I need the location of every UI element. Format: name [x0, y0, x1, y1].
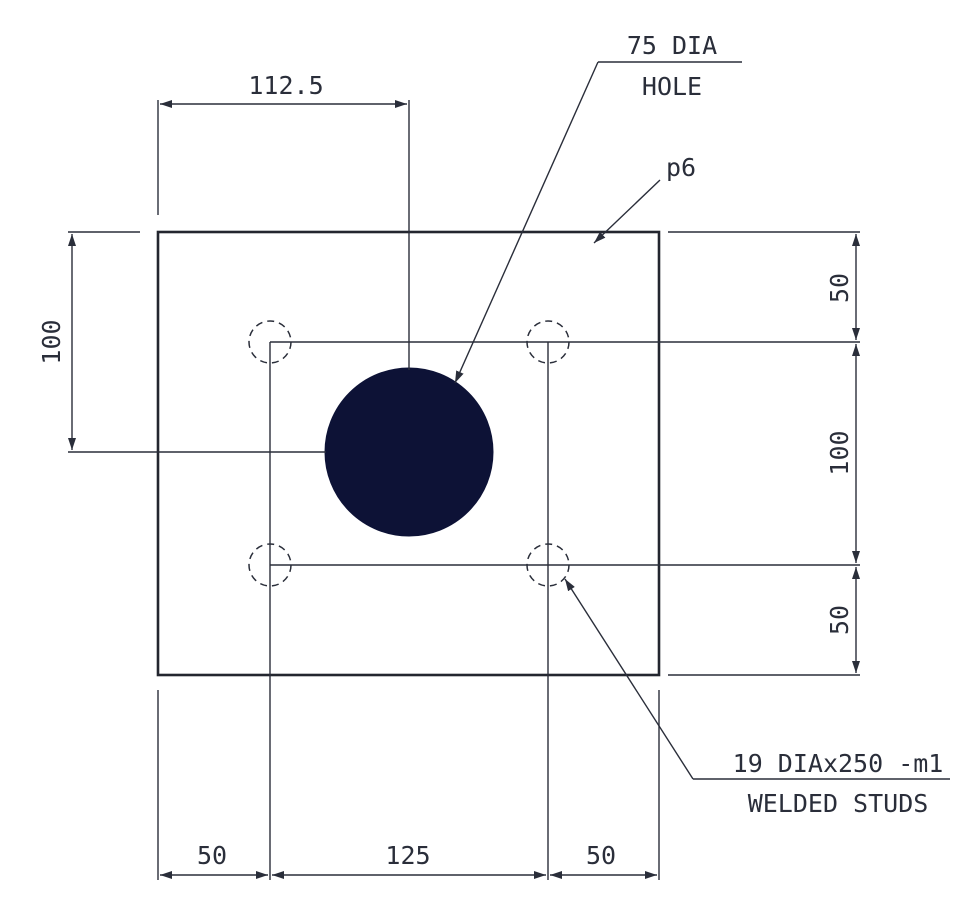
plate-label-leader: [593, 179, 661, 244]
dim-text-bottom-left: 50: [197, 841, 227, 870]
dim-text-right-bottom: 50: [825, 605, 854, 635]
center-hole: [324, 367, 494, 537]
stud-callout-leader: [564, 578, 694, 780]
stud-callout-line2: WELDED STUDS: [748, 789, 929, 818]
hole-callout-line2: HOLE: [642, 72, 702, 101]
dim-text-bottom-right: 50: [586, 841, 616, 870]
hole-callout-line1: 75 DIA: [627, 31, 717, 60]
dim-text-bottom-middle: 125: [385, 841, 430, 870]
dim-text-right-top: 50: [825, 273, 854, 303]
dim-text-right-middle: 100: [825, 430, 854, 475]
hole-callout-leader: [454, 61, 599, 384]
dim-text-top: 112.5: [248, 71, 323, 100]
stud-callout-line1: 19 DIAx250 -m1: [733, 749, 944, 778]
dim-text-left: 100: [37, 319, 66, 364]
plate-label: p6: [666, 153, 696, 182]
